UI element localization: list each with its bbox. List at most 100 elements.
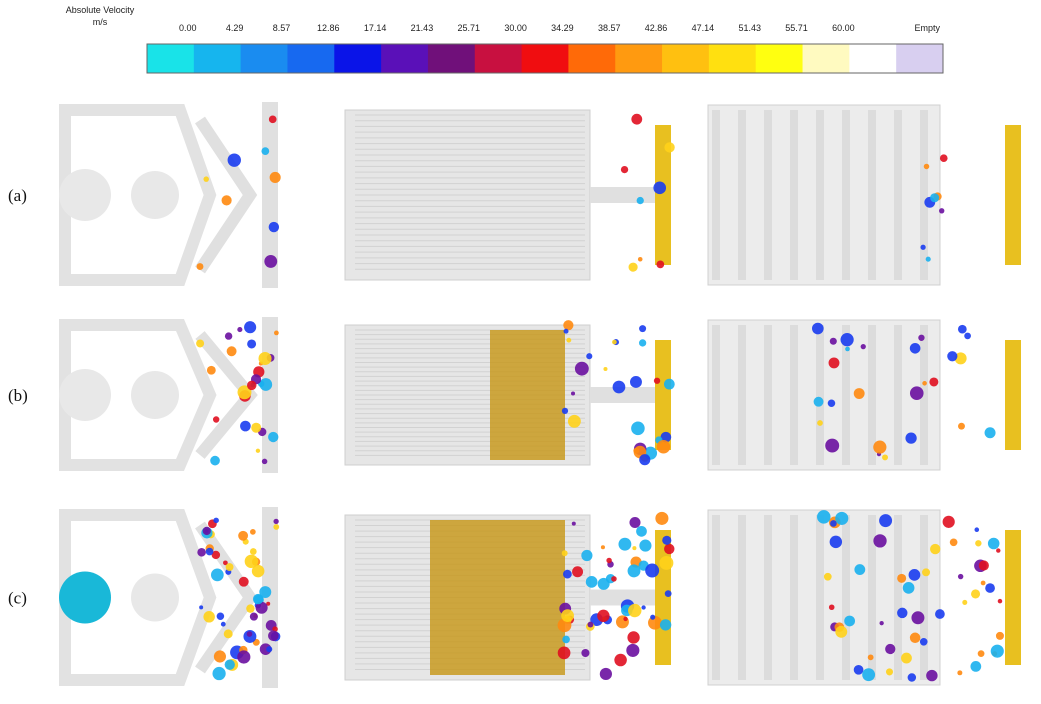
velocity-blob	[903, 582, 915, 594]
velocity-blob	[211, 568, 224, 581]
velocity-blob	[611, 576, 617, 582]
velocity-blob	[225, 660, 235, 670]
velocity-blob	[825, 439, 839, 453]
cavity-rib	[842, 515, 850, 680]
colorbar-label: 17.14	[364, 23, 387, 33]
velocity-blob	[910, 343, 921, 354]
velocity-blob	[588, 622, 594, 628]
velocity-blob	[812, 323, 824, 335]
velocity-blob	[630, 376, 642, 388]
cavity-rib	[712, 515, 720, 680]
velocity-blob	[586, 353, 592, 359]
velocity-blob	[246, 604, 254, 612]
color-swatch	[849, 44, 896, 73]
velocity-blob	[623, 617, 627, 621]
velocity-blob	[910, 386, 924, 400]
velocity-blob	[639, 325, 646, 332]
velocity-blob	[862, 668, 875, 681]
velocity-blob	[629, 517, 640, 528]
velocity-blob	[975, 540, 981, 546]
velocity-blob	[657, 440, 671, 454]
velocity-blob	[572, 566, 583, 577]
velocity-blob	[562, 550, 568, 556]
velocity-blob	[985, 427, 996, 438]
cavity-rib	[738, 110, 746, 280]
colorbar-label: 0.00	[179, 23, 197, 33]
cavity-rib	[790, 325, 798, 465]
velocity-blob	[217, 612, 225, 620]
velocity-blob	[664, 142, 674, 152]
cavity-rib	[842, 110, 850, 280]
velocity-blob	[930, 193, 939, 202]
colorbar-label: 38.57	[598, 23, 621, 33]
velocity-blob	[844, 616, 855, 627]
velocity-blob	[998, 599, 1002, 603]
velocity-blob	[568, 415, 581, 428]
velocity-blob	[996, 548, 1000, 552]
velocity-blob	[835, 626, 847, 638]
velocity-blob	[227, 346, 237, 356]
velocity-blob	[861, 344, 866, 349]
cavity-rib	[764, 325, 772, 465]
velocity-blob	[639, 339, 646, 346]
colorbar-label: 42.86	[645, 23, 668, 33]
velocity-blob	[597, 610, 609, 622]
velocity-blob	[873, 441, 886, 454]
velocity-blob	[207, 366, 216, 375]
velocity-blob	[981, 581, 986, 586]
velocity-blob	[206, 548, 214, 556]
velocity-blob	[660, 619, 671, 630]
runner-disc	[59, 169, 111, 221]
cavity-rib	[894, 325, 902, 465]
velocity-blob	[935, 609, 945, 619]
velocity-blob	[654, 378, 660, 384]
velocity-blob	[926, 257, 931, 262]
velocity-blob	[947, 351, 957, 361]
velocity-blob	[600, 668, 612, 680]
filled-zone	[490, 330, 565, 460]
color-swatch	[147, 44, 194, 73]
colorbar-label: 21.43	[411, 23, 434, 33]
velocity-blob	[228, 153, 241, 166]
velocity-blob	[558, 647, 571, 660]
velocity-blob	[830, 338, 837, 345]
velocity-blob	[563, 570, 572, 579]
velocity-blob	[601, 545, 605, 549]
velocity-blob	[562, 408, 568, 414]
velocity-blob	[621, 166, 628, 173]
velocity-blob	[957, 670, 962, 675]
color-swatch	[803, 44, 850, 73]
velocity-blob	[626, 644, 639, 657]
velocity-blob	[258, 352, 271, 365]
filled-zone	[430, 520, 565, 675]
velocity-blob	[905, 433, 916, 444]
velocity-blob	[909, 569, 921, 581]
velocity-blob	[664, 379, 675, 390]
color-swatch	[194, 44, 241, 73]
velocity-blob	[926, 670, 937, 681]
colorbar-label: 8.57	[273, 23, 291, 33]
velocity-blob	[879, 621, 883, 625]
velocity-blob	[835, 512, 848, 525]
velocity-blob	[262, 459, 268, 465]
velocity-blob	[920, 245, 925, 250]
gate	[590, 387, 660, 403]
cavity-rib	[738, 325, 746, 465]
velocity-blob	[950, 538, 958, 546]
velocity-blob	[829, 604, 835, 610]
color-swatch	[522, 44, 569, 73]
velocity-blob	[638, 257, 643, 262]
velocity-blob	[226, 563, 234, 571]
velocity-blob	[203, 611, 214, 622]
colorbar-label: 34.29	[551, 23, 574, 33]
velocity-blob	[873, 534, 886, 547]
velocity-blob	[268, 631, 279, 642]
velocity-blob	[828, 399, 836, 407]
cavity-rib	[790, 110, 798, 280]
velocity-blob	[629, 263, 638, 272]
colorbar-label: 47.14	[692, 23, 715, 33]
velocity-blob	[868, 654, 874, 660]
cavity-rib	[764, 515, 772, 680]
velocity-blob	[970, 661, 981, 672]
velocity-blob	[636, 526, 647, 537]
